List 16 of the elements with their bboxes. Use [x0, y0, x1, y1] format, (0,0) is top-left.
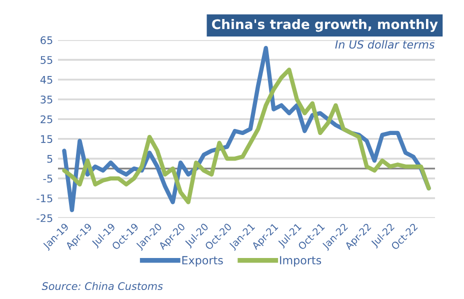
chart-subtitle: In US dollar terms: [335, 40, 435, 49]
y-tick-label: 35: [40, 96, 52, 104]
y-tick-label: -15: [36, 194, 52, 202]
y-tick-label: -25: [36, 214, 52, 222]
y-tick-label: 25: [40, 115, 52, 124]
chart-title: China's trade growth, monthly: [212, 18, 438, 32]
y-tick-label: 65: [40, 36, 52, 44]
y-tick-label: 45: [40, 76, 52, 84]
legend-label: Imports: [280, 256, 322, 267]
y-tick-label: 55: [40, 56, 52, 64]
legend-label: Exports: [182, 256, 223, 267]
y-tick-label: 5: [47, 155, 52, 163]
line-series: [62, 68, 431, 204]
source-note: Source: China Customs: [42, 282, 163, 290]
y-tick-label: -5: [43, 174, 52, 183]
y-tick-label: 15: [41, 135, 52, 144]
